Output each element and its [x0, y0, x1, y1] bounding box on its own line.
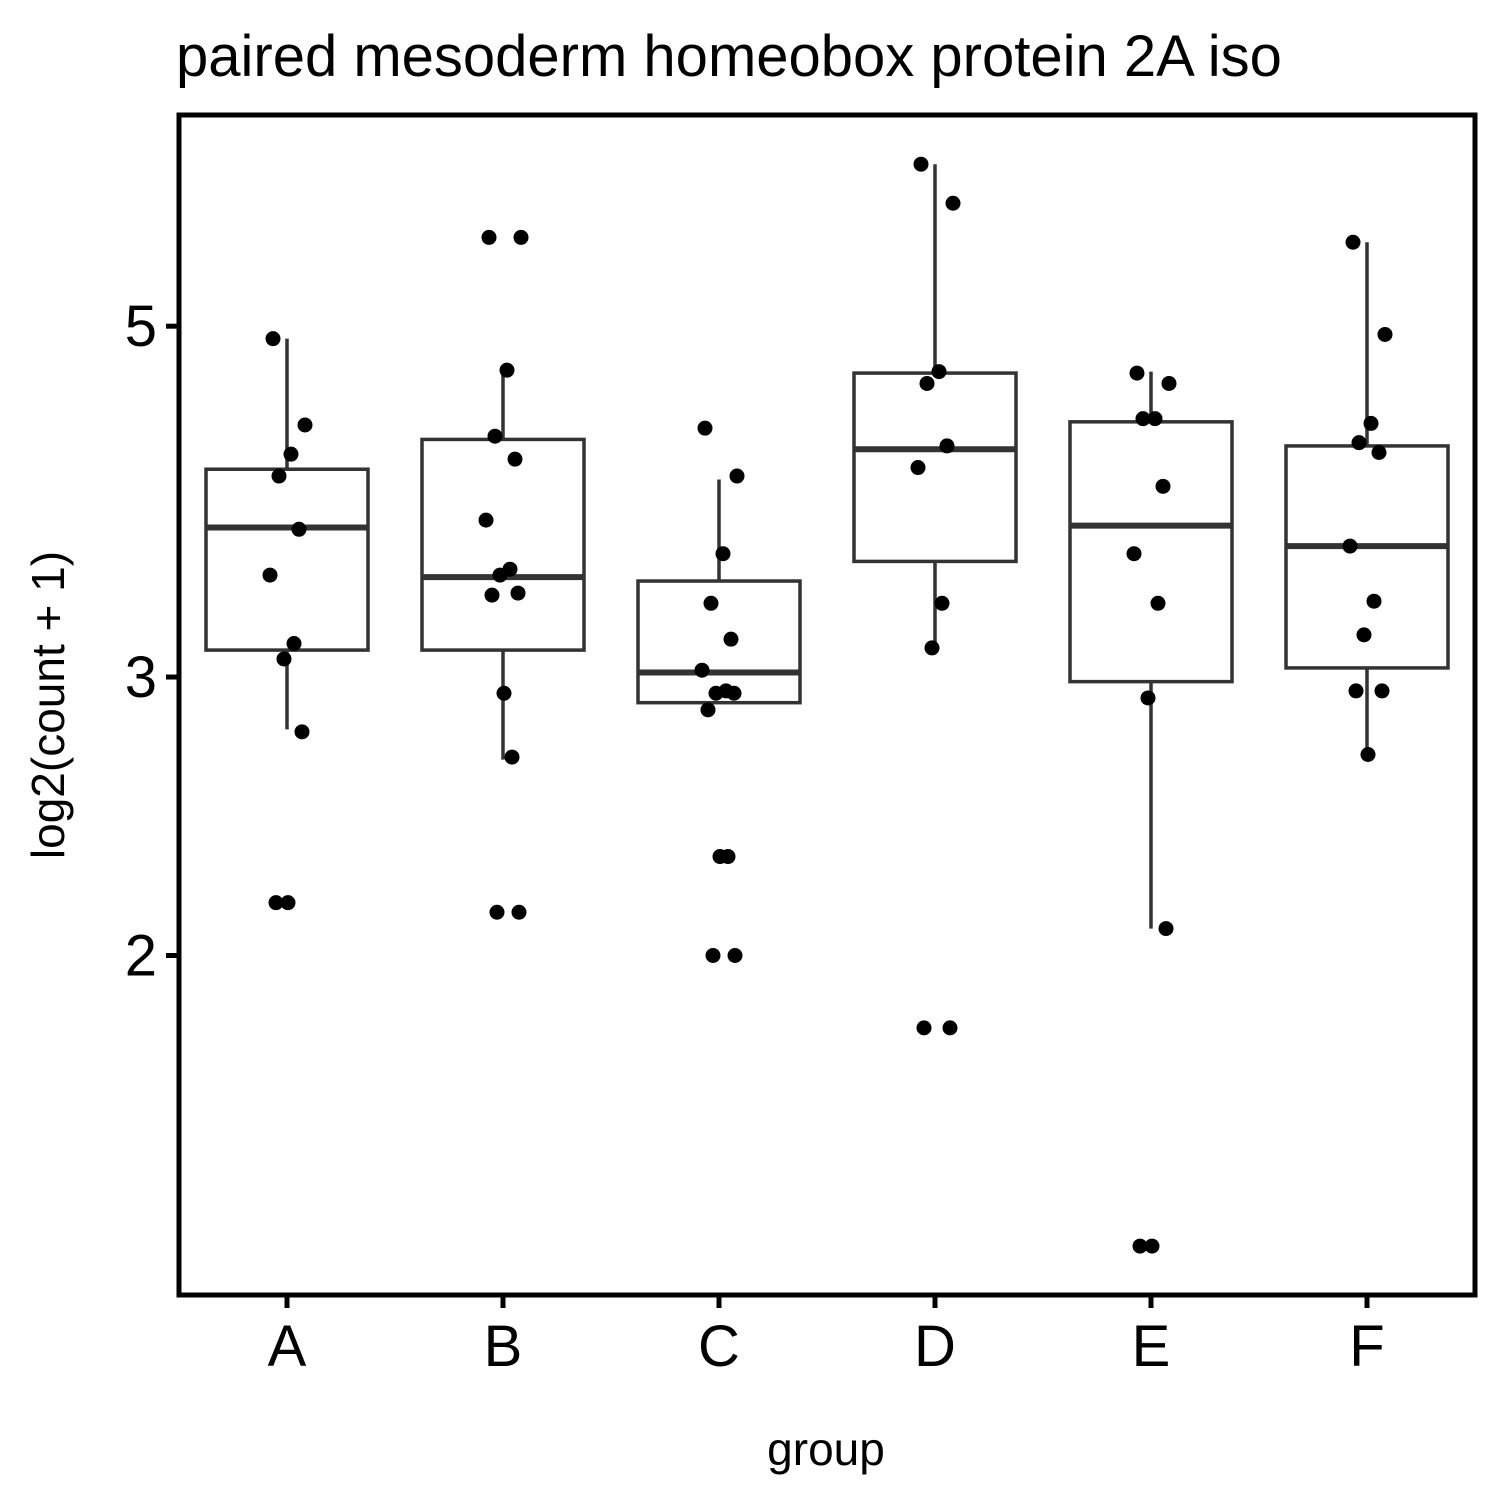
y-tick-label: 3 [125, 645, 157, 710]
iqr-box [204, 467, 370, 652]
data-point [297, 417, 313, 433]
data-point [934, 595, 950, 611]
data-point [939, 438, 955, 454]
data-point [280, 895, 296, 911]
data-point [726, 685, 742, 701]
data-point [723, 631, 739, 647]
data-point [513, 229, 529, 245]
data-point [697, 420, 713, 436]
data-point [1144, 1238, 1160, 1254]
data-point [271, 468, 287, 484]
data-point [729, 468, 745, 484]
data-point [715, 546, 731, 562]
panel-border [176, 112, 1478, 1298]
data-point [708, 685, 724, 701]
data-point [291, 521, 307, 537]
data-point [286, 636, 302, 652]
data-point [705, 948, 721, 964]
data-point [1374, 683, 1390, 699]
axis-layer: 2 3 5 A B C D E F [125, 294, 1385, 1379]
data-point [487, 428, 503, 444]
data-point [924, 640, 940, 656]
data-point [1356, 627, 1372, 643]
data-point [703, 595, 719, 611]
x-axis-title: group [767, 1423, 885, 1475]
plot-panel [176, 112, 1478, 1298]
x-tick-label: B [484, 1314, 523, 1379]
data-point [1345, 234, 1361, 250]
y-axis-title: log2(count + 1) [22, 551, 74, 859]
data-point [1363, 415, 1379, 431]
data-point [507, 451, 523, 467]
data-point [1147, 411, 1163, 427]
y-tick-label: 5 [125, 294, 157, 359]
data-point [945, 195, 961, 211]
data-point [1135, 411, 1151, 427]
data-point [510, 585, 526, 601]
data-point [916, 1020, 932, 1036]
chart-title: paired mesoderm homeobox protein 2A iso [176, 24, 1282, 89]
iqr-box [420, 437, 586, 652]
x-tick-label: D [914, 1314, 956, 1379]
box-group-A [204, 338, 370, 730]
data-point [478, 512, 494, 528]
data-point [1158, 921, 1174, 937]
box-group-B [420, 371, 586, 760]
data-point [1342, 538, 1358, 554]
data-point [276, 651, 292, 667]
x-tick-label: E [1132, 1314, 1171, 1379]
data-point [694, 662, 710, 678]
data-point [910, 460, 926, 476]
x-tick-label: C [698, 1314, 740, 1379]
data-point [1351, 435, 1367, 451]
data-point [942, 1020, 958, 1036]
data-point [489, 904, 505, 920]
box-layer [204, 164, 1450, 929]
data-point [265, 331, 281, 347]
box-group-E [1068, 371, 1234, 929]
data-point [294, 724, 310, 740]
data-point [1150, 595, 1166, 611]
data-point [1360, 746, 1376, 762]
data-point [268, 895, 284, 911]
iqr-box [636, 579, 802, 705]
x-tick-label: A [268, 1314, 307, 1379]
data-point [499, 362, 515, 378]
data-point [720, 849, 736, 865]
data-point [919, 375, 935, 391]
box-group-D [852, 164, 1018, 653]
box-group-F [1284, 242, 1450, 755]
x-tick-label: F [1349, 1314, 1384, 1379]
data-point [1348, 683, 1364, 699]
data-point [496, 685, 512, 701]
data-point [1366, 593, 1382, 609]
data-point [504, 749, 520, 765]
data-point [481, 229, 497, 245]
data-point [492, 567, 508, 583]
data-point [283, 446, 299, 462]
iqr-box [1068, 420, 1234, 684]
data-point [1126, 546, 1142, 562]
data-point [1129, 365, 1145, 381]
data-point [727, 948, 743, 964]
data-point [1377, 326, 1393, 342]
data-point [1161, 375, 1177, 391]
point-layer [262, 156, 1393, 1254]
data-point [511, 904, 527, 920]
box-group-C [636, 479, 802, 705]
data-point [1155, 478, 1171, 494]
data-point [262, 567, 278, 583]
iqr-box [852, 371, 1018, 564]
data-point [931, 364, 947, 380]
data-point [484, 587, 500, 603]
data-point [1132, 1238, 1148, 1254]
data-point [700, 702, 716, 718]
data-point [1140, 690, 1156, 706]
y-tick-label: 2 [125, 924, 157, 989]
data-point [913, 156, 929, 172]
data-point [1371, 445, 1387, 461]
